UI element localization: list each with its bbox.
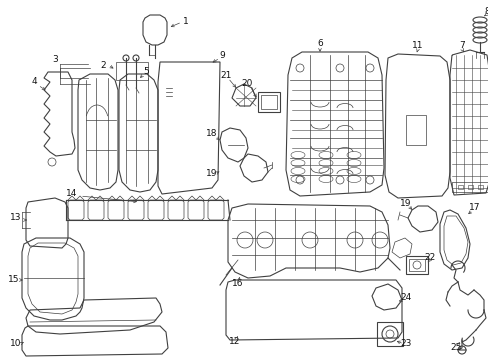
- Text: 7: 7: [458, 41, 464, 50]
- Text: 20: 20: [241, 80, 252, 89]
- Text: 9: 9: [219, 51, 224, 60]
- Text: 5: 5: [143, 68, 148, 77]
- Text: 21: 21: [220, 72, 231, 81]
- Text: 15: 15: [8, 275, 20, 284]
- Text: 1: 1: [183, 18, 188, 27]
- Text: 11: 11: [411, 41, 423, 50]
- Bar: [376, 322, 402, 346]
- Text: 13: 13: [10, 213, 21, 222]
- Text: 3: 3: [52, 55, 58, 64]
- Text: 23: 23: [400, 339, 411, 348]
- Bar: [405, 115, 425, 145]
- Text: 10: 10: [10, 339, 21, 348]
- Text: 17: 17: [468, 203, 480, 212]
- Bar: [258, 92, 280, 112]
- Text: 12: 12: [229, 338, 240, 346]
- Text: 24: 24: [400, 293, 411, 302]
- Text: 4: 4: [31, 77, 37, 86]
- Bar: [261, 95, 276, 109]
- Text: 14: 14: [66, 189, 78, 198]
- Text: 6: 6: [317, 40, 322, 49]
- Bar: [477, 185, 482, 189]
- Bar: [467, 185, 472, 189]
- Bar: [405, 256, 427, 274]
- Bar: [408, 259, 424, 271]
- Bar: [457, 185, 462, 189]
- Bar: [116, 62, 148, 80]
- Text: 22: 22: [424, 253, 435, 262]
- Bar: [451, 182, 488, 192]
- Text: 8: 8: [483, 8, 488, 17]
- Text: 25: 25: [449, 343, 461, 352]
- Text: 16: 16: [232, 279, 243, 288]
- Text: 2: 2: [100, 60, 105, 69]
- Text: 19: 19: [206, 170, 217, 179]
- Text: 18: 18: [206, 130, 217, 139]
- Text: 19: 19: [400, 198, 411, 207]
